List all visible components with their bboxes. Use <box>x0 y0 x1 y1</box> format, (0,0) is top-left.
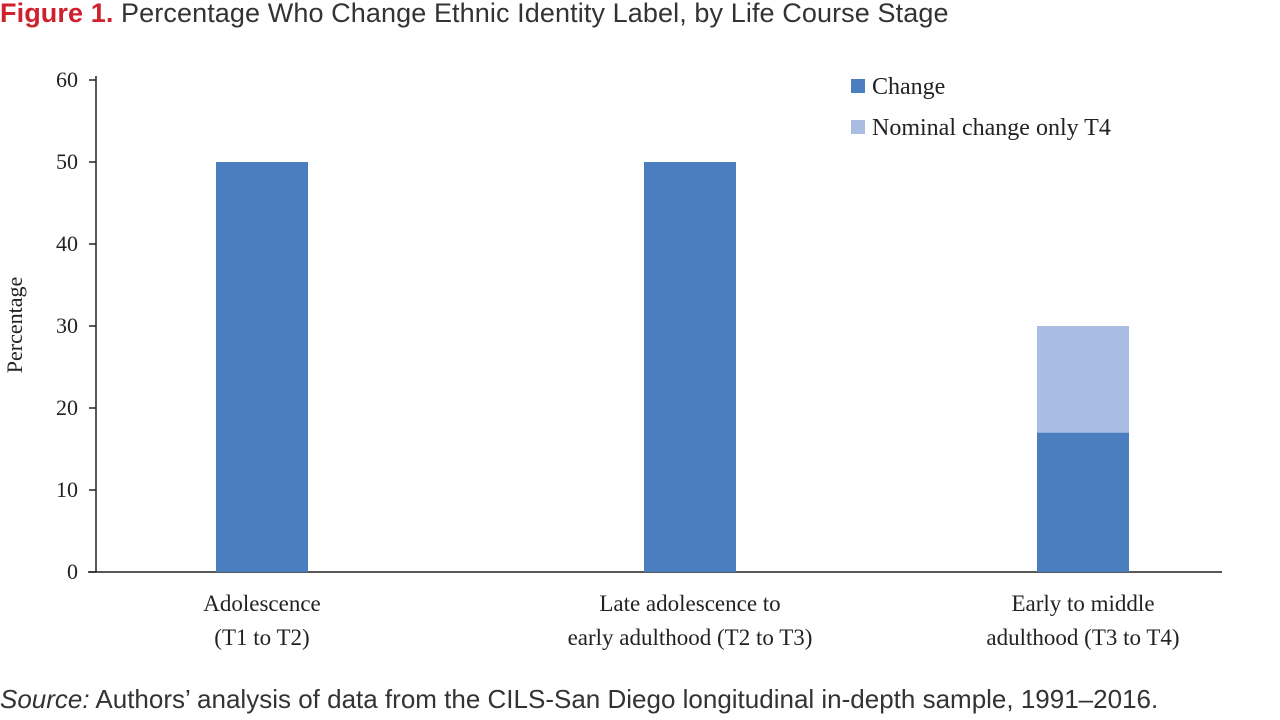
y-tick-label: 30 <box>56 313 78 338</box>
source-note: Source: Authors’ analysis of data from t… <box>0 684 1158 715</box>
source-label: Source: <box>0 684 90 714</box>
y-tick-label: 0 <box>67 559 78 584</box>
legend-label-1: Change <box>872 74 945 100</box>
bar-nominal-change-3 <box>1037 326 1129 433</box>
x-category-label: Adolescence <box>203 591 321 616</box>
y-tick-label: 20 <box>56 395 78 420</box>
x-category-label: Late adolescence to <box>599 591 780 616</box>
bar-change-1 <box>216 162 308 572</box>
x-category-label: (T1 to T2) <box>214 625 309 650</box>
legend-label-2: Nominal change only T4 <box>872 115 1111 141</box>
y-tick-label: 60 <box>56 67 78 92</box>
x-category-label: adulthood (T3 to T4) <box>986 625 1179 650</box>
figure-label: Figure 1. <box>0 0 114 28</box>
y-tick-label: 40 <box>56 231 78 256</box>
x-category-label: Early to middle <box>1011 591 1154 616</box>
y-tick-label: 50 <box>56 149 78 174</box>
y-tick-label: 10 <box>56 477 78 502</box>
figure-title-text: Percentage Who Change Ethnic Identity La… <box>121 0 949 28</box>
bar-change-3 <box>1037 432 1129 572</box>
figure-title: Figure 1. Percentage Who Change Ethnic I… <box>0 0 949 29</box>
bar-change-2 <box>644 162 736 572</box>
source-text: Authors’ analysis of data from the CILS-… <box>95 684 1159 714</box>
x-category-label: early adulthood (T2 to T3) <box>568 625 813 650</box>
y-axis-title: Percentage <box>2 277 27 374</box>
legend-swatch-1 <box>851 79 865 93</box>
legend-swatch-2 <box>851 120 865 134</box>
